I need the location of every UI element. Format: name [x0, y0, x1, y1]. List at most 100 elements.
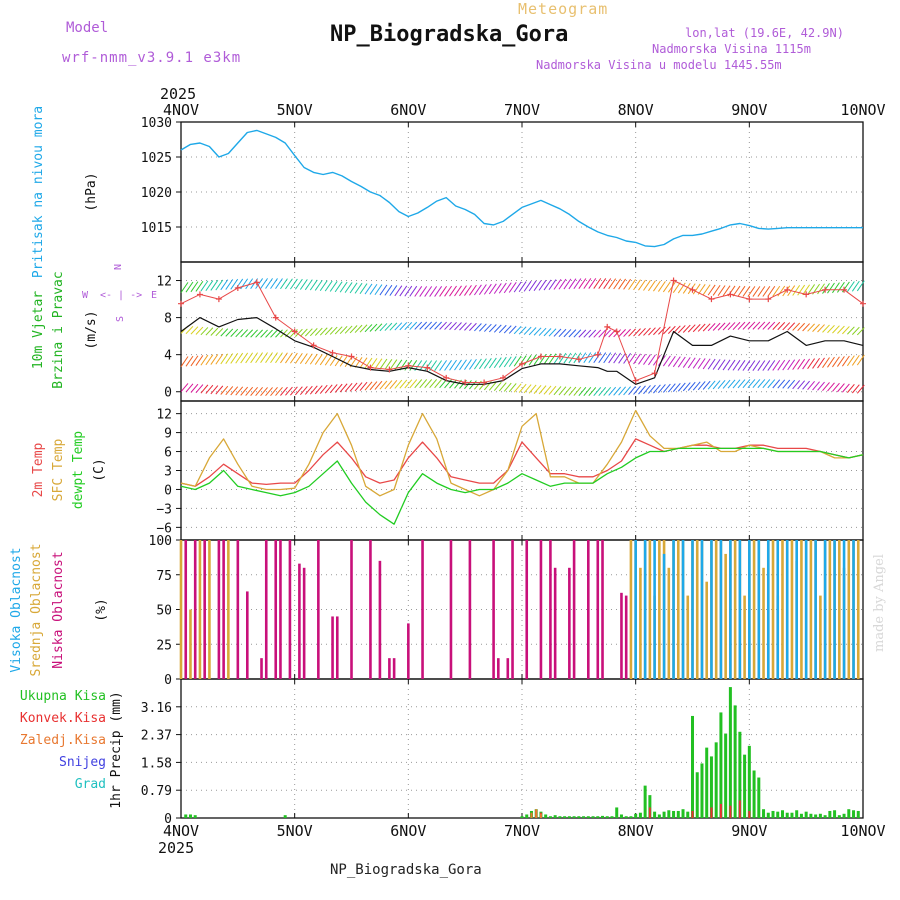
wind-barb	[483, 323, 492, 332]
wind-barb	[538, 354, 547, 365]
wind-barb	[349, 325, 358, 334]
wind-barb	[503, 282, 512, 294]
cloud-bar-niska	[601, 540, 604, 679]
wind-barb	[434, 321, 442, 330]
wind-barb	[653, 384, 661, 394]
wind-gust-marker	[405, 362, 412, 369]
wind-barb	[195, 280, 204, 292]
wind-barb	[389, 322, 398, 331]
wind-barb	[672, 356, 681, 368]
wind-barb	[837, 281, 845, 293]
wind-barb	[588, 329, 597, 338]
wind-barb	[439, 285, 448, 297]
wind-barb	[523, 384, 532, 394]
cloud-bar-niska	[388, 658, 391, 679]
cloud-bar-niska	[587, 540, 590, 679]
wind-barb	[508, 325, 517, 334]
wind-barb	[294, 352, 303, 364]
ytick-label-precip: 0	[164, 812, 172, 827]
wind-barb	[424, 379, 433, 389]
wind-barb	[299, 353, 308, 364]
wind-barb	[508, 282, 517, 293]
wind-barb	[817, 357, 825, 369]
wind-barb	[682, 324, 691, 333]
wind-gust-marker	[803, 291, 810, 298]
wind-barb	[379, 284, 388, 296]
wind-barb	[235, 329, 244, 338]
wind-barb	[429, 321, 438, 330]
wind-barb	[782, 322, 791, 331]
wind-barb	[563, 329, 572, 338]
cloud-bar-srednja	[743, 595, 746, 679]
wind-barb	[702, 380, 711, 390]
wind-barb	[508, 383, 517, 393]
wind-barb	[255, 387, 263, 397]
wind-barb	[493, 324, 502, 333]
wind-barb	[727, 359, 736, 371]
wind-barb	[419, 286, 428, 297]
cloud-bar-niska	[246, 591, 249, 679]
wind-barb	[245, 386, 254, 396]
wind-barb	[563, 386, 572, 396]
wind-barb	[846, 355, 855, 367]
wind-barb	[662, 383, 671, 393]
wind-barb	[603, 329, 612, 338]
wind-gust-marker	[556, 353, 563, 360]
wind-barb	[533, 280, 542, 291]
cloud-bar-srednja	[695, 540, 699, 679]
precip-bar	[724, 733, 728, 818]
wind-barb	[842, 326, 850, 335]
wind-barb	[842, 383, 850, 393]
wind-barb	[379, 323, 388, 332]
wind-barb	[334, 355, 343, 367]
wind-barb	[195, 355, 204, 366]
precip-bar	[193, 815, 197, 818]
cloud-bar-niska	[369, 540, 372, 679]
cloud-bar-visoka	[691, 540, 694, 679]
wind-barb	[374, 358, 383, 370]
wind-barb	[618, 278, 627, 290]
wind-barb	[404, 379, 413, 389]
wind-barb	[747, 321, 756, 330]
wind-barb	[767, 360, 776, 371]
precip-bar	[188, 814, 192, 818]
wind-legend-n: N	[113, 264, 124, 270]
wind-barb	[837, 356, 845, 367]
wind-barb	[454, 359, 462, 371]
wind-barb	[777, 285, 786, 297]
wind-barb	[220, 279, 229, 291]
wind-barb	[225, 386, 234, 396]
wind-gust-marker	[500, 374, 507, 381]
cloud-bar-visoka	[643, 540, 647, 679]
precip-bar	[757, 777, 761, 818]
wind-barb	[419, 321, 428, 330]
wind-barb	[588, 278, 597, 289]
wind-barb	[851, 280, 860, 292]
cloud-bar-visoka	[748, 540, 751, 679]
x-tick-label-top: 8NOV	[618, 101, 654, 119]
wind-barb	[518, 326, 527, 335]
wind-barb	[737, 379, 746, 389]
wind-barb	[568, 278, 577, 290]
precip-legend-item: Konvek.Kisa	[20, 711, 106, 726]
wind-barb	[603, 386, 612, 396]
wind-barb	[469, 284, 477, 296]
wind-barb	[235, 352, 244, 364]
wind-gust-marker	[443, 374, 450, 381]
wind-barb	[275, 352, 283, 364]
wind-gust-marker	[765, 296, 772, 303]
precip-bar	[695, 772, 699, 818]
wind-barb	[265, 329, 273, 338]
wind-barb	[692, 357, 701, 369]
wind-barb	[553, 279, 562, 290]
wind-barb	[250, 352, 259, 364]
wind-barb	[797, 322, 806, 332]
wind-barb	[712, 359, 721, 370]
wind-barb	[822, 382, 830, 392]
x-tick-label-bottom: 9NOV	[731, 822, 767, 840]
wind-barb	[488, 381, 497, 391]
ytick-label-pressure: 1030	[141, 116, 172, 131]
wind-barb	[255, 352, 264, 364]
wind-barb	[707, 358, 716, 370]
precip-bar	[184, 814, 188, 818]
